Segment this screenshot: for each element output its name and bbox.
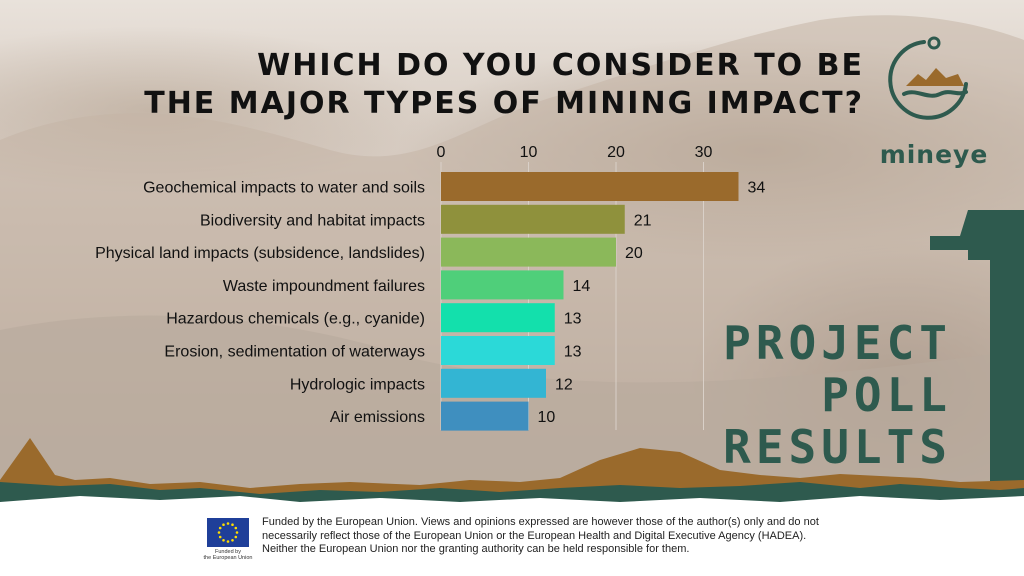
- eu-label-line-1: Funded by: [215, 549, 241, 555]
- eu-flag-icon: [207, 518, 249, 547]
- big-number-one-graphic: [930, 210, 1024, 500]
- data-label: 13: [564, 311, 582, 328]
- bar: [441, 401, 529, 431]
- x-tick-label: 0: [437, 144, 446, 161]
- x-tick-label: 10: [520, 144, 538, 161]
- eu-star: [235, 531, 239, 534]
- category-labels: Geochemical impacts to water and soils Bi…: [95, 180, 425, 427]
- category-label: Air emissions: [330, 409, 425, 426]
- data-label: 34: [748, 180, 766, 197]
- category-label: Hazardous chemicals (e.g., cyanide): [166, 311, 425, 328]
- footer: [0, 502, 1024, 576]
- eu-star: [234, 535, 238, 539]
- title-line-1: WHICH DO YOU CONSIDER TO BE: [257, 48, 864, 83]
- bar: [441, 237, 616, 267]
- bar: [441, 368, 546, 398]
- category-label: Biodiversity and habitat impacts: [200, 212, 425, 229]
- x-axis-ticks: 0 10 20 30: [437, 144, 713, 161]
- bar: [441, 204, 625, 234]
- eu-star: [217, 531, 221, 534]
- eu-funding-label: Funded by the European Union: [200, 549, 256, 561]
- data-label: 13: [564, 344, 582, 361]
- eu-star: [231, 538, 234, 542]
- bar: [441, 336, 555, 365]
- mineye-logo-icon: [888, 36, 968, 120]
- poll-label-line-3: RESULTS: [723, 420, 952, 474]
- chart-title: WHICH DO YOU CONSIDER TO BE THE MAJOR TY…: [144, 47, 864, 123]
- data-label: 21: [634, 212, 652, 229]
- eu-star: [226, 540, 230, 543]
- category-label: Hydrologic impacts: [290, 376, 425, 393]
- bar: [441, 172, 739, 201]
- mineye-logo-text: mineye: [879, 140, 989, 169]
- title-line-2: THE MAJOR TYPES OF MINING IMPACT?: [144, 86, 864, 121]
- category-label: Physical land impacts (subsidence, lands…: [95, 245, 425, 262]
- eu-star: [226, 522, 230, 525]
- x-tick-label: 30: [695, 144, 713, 161]
- data-label: 12: [555, 376, 573, 393]
- bar-chart: 0 10 20 30 Geochemical impacts to water and…: [95, 144, 766, 431]
- eu-star: [234, 526, 238, 530]
- eu-star: [222, 538, 225, 542]
- bar: [441, 270, 564, 300]
- x-tick-label: 20: [607, 144, 625, 161]
- value-labels: 34 21 20 14 13 13 12 10: [538, 180, 766, 427]
- eu-star: [218, 526, 222, 530]
- category-label: Geochemical impacts to water and soils: [143, 180, 425, 197]
- poll-label-line-1: PROJECT: [723, 316, 952, 370]
- category-label: Waste impoundment failures: [223, 278, 425, 295]
- bar: [441, 303, 555, 333]
- funding-disclaimer: Funded by the European Union. Views and …: [262, 516, 819, 556]
- poll-label-line-2: POLL: [821, 368, 952, 422]
- mountain-silhouette: [0, 438, 1024, 510]
- eu-star: [222, 523, 225, 527]
- category-label: Erosion, sedimentation of waterways: [164, 344, 425, 361]
- data-label: 10: [538, 409, 556, 426]
- data-label: 14: [573, 278, 591, 295]
- eu-star: [218, 535, 222, 539]
- eu-label-line-2: the European Union: [203, 555, 253, 561]
- data-label: 20: [625, 245, 643, 262]
- bars: [441, 172, 739, 431]
- eu-star: [231, 523, 234, 527]
